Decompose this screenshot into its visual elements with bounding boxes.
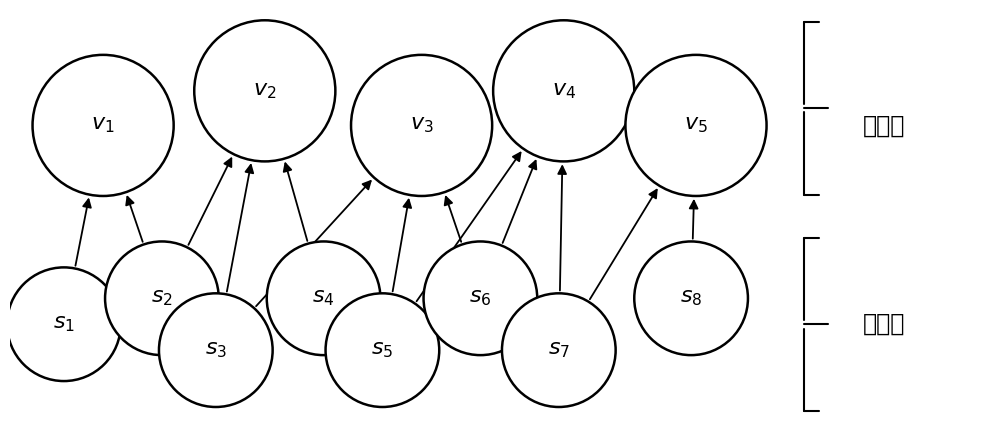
Text: $v_5$: $v_5$ (684, 116, 708, 135)
Text: 徵兆层: 徵兆层 (863, 113, 905, 138)
Ellipse shape (7, 267, 121, 381)
Text: $s_7$: $s_7$ (548, 340, 570, 360)
Ellipse shape (33, 55, 174, 196)
Ellipse shape (267, 242, 380, 355)
Ellipse shape (424, 242, 537, 355)
Text: $s_5$: $s_5$ (371, 340, 394, 360)
Ellipse shape (634, 242, 748, 355)
Text: $v_3$: $v_3$ (410, 116, 433, 135)
Ellipse shape (194, 20, 335, 161)
Text: $s_8$: $s_8$ (680, 288, 702, 308)
Ellipse shape (159, 293, 273, 407)
Ellipse shape (326, 293, 439, 407)
Text: $s_3$: $s_3$ (205, 340, 227, 360)
Text: $s_6$: $s_6$ (469, 288, 492, 308)
Text: $v_4$: $v_4$ (552, 81, 576, 101)
Ellipse shape (493, 20, 634, 161)
Text: 故障层: 故障层 (863, 312, 905, 336)
Ellipse shape (351, 55, 492, 196)
Text: $v_2$: $v_2$ (253, 81, 277, 101)
Text: $s_1$: $s_1$ (53, 314, 75, 334)
Text: $s_2$: $s_2$ (151, 288, 173, 308)
Text: $v_1$: $v_1$ (91, 116, 115, 135)
Text: $s_4$: $s_4$ (312, 288, 335, 308)
Ellipse shape (105, 242, 219, 355)
Ellipse shape (502, 293, 616, 407)
Ellipse shape (625, 55, 767, 196)
